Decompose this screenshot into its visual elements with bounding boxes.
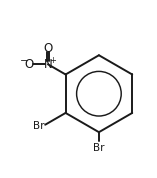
- Text: O: O: [25, 58, 34, 71]
- Text: +: +: [49, 56, 56, 65]
- Text: Br: Br: [93, 143, 105, 153]
- Text: O: O: [43, 42, 53, 55]
- Text: Br: Br: [33, 121, 44, 130]
- Text: −: −: [20, 56, 29, 66]
- Text: N: N: [43, 58, 52, 71]
